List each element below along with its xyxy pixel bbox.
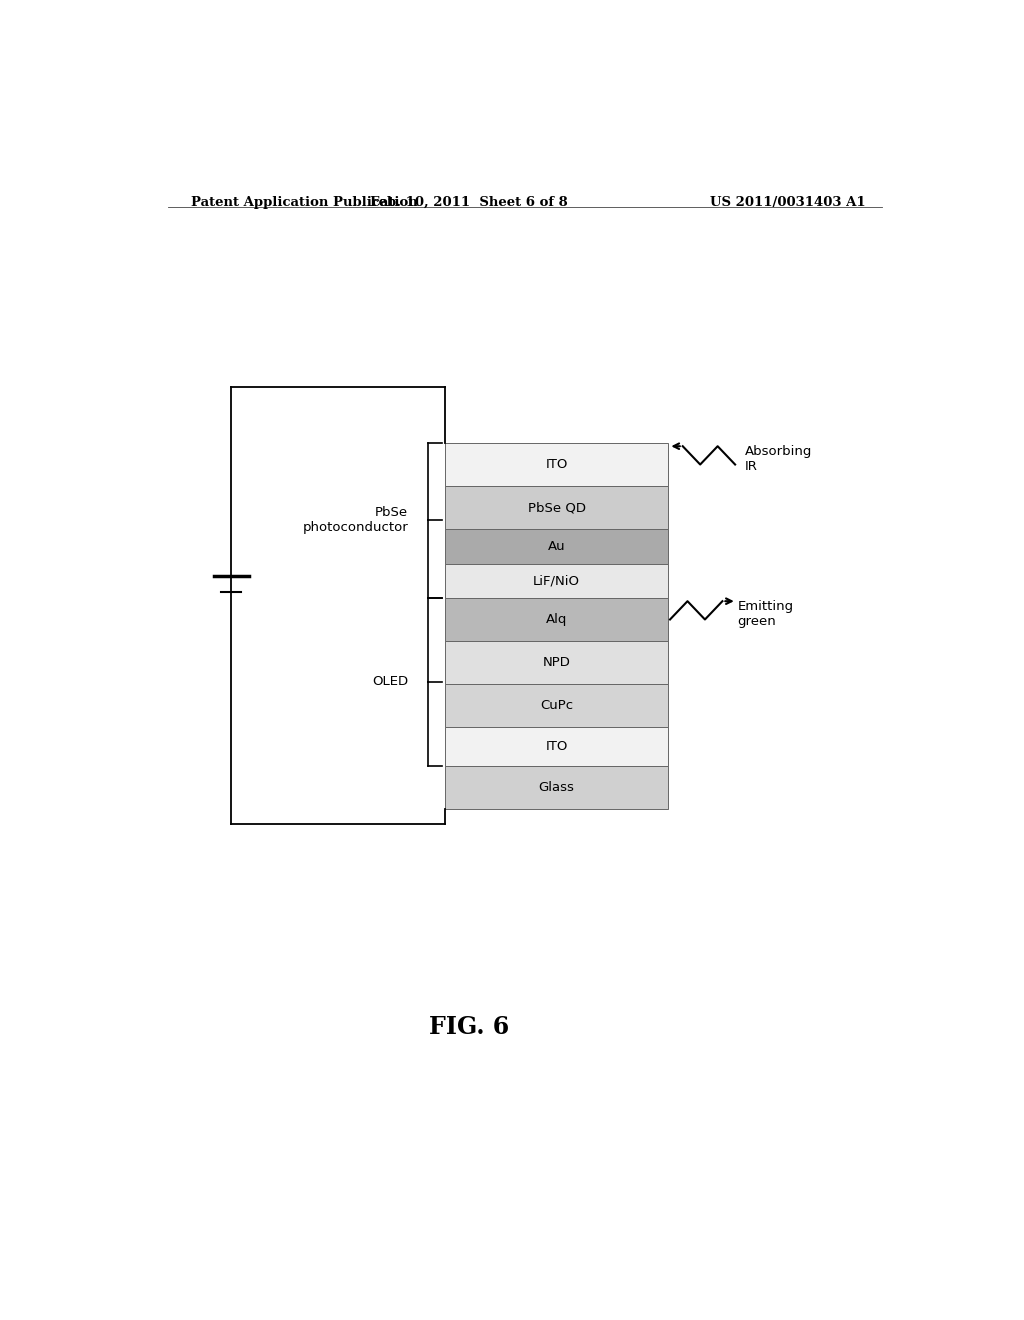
Bar [445, 642, 668, 684]
Bar [445, 598, 668, 642]
Text: OLED: OLED [372, 676, 409, 689]
Text: Patent Application Publication: Patent Application Publication [191, 195, 418, 209]
Text: PbSe QD: PbSe QD [527, 502, 586, 513]
Text: US 2011/0031403 A1: US 2011/0031403 A1 [711, 195, 866, 209]
Bar [445, 684, 668, 727]
Text: Glass: Glass [539, 781, 574, 793]
Bar [445, 766, 668, 809]
Text: PbSe
photoconductor: PbSe photoconductor [302, 507, 409, 535]
Bar [445, 727, 668, 766]
Text: Emitting
green: Emitting green [737, 601, 794, 628]
Text: Feb. 10, 2011  Sheet 6 of 8: Feb. 10, 2011 Sheet 6 of 8 [371, 195, 568, 209]
Bar [445, 444, 668, 486]
Text: Absorbing
IR: Absorbing IR [744, 445, 812, 474]
Text: Alq: Alq [546, 612, 567, 626]
Text: Au: Au [548, 540, 565, 553]
Text: CuPc: CuPc [540, 700, 573, 711]
Text: LiF/NiO: LiF/NiO [534, 574, 580, 587]
Text: FIG. 6: FIG. 6 [429, 1015, 509, 1039]
Text: ITO: ITO [546, 741, 567, 752]
Text: NPD: NPD [543, 656, 570, 669]
Bar [445, 564, 668, 598]
Text: ITO: ITO [546, 458, 567, 471]
Bar [445, 529, 668, 564]
Bar [445, 486, 668, 529]
